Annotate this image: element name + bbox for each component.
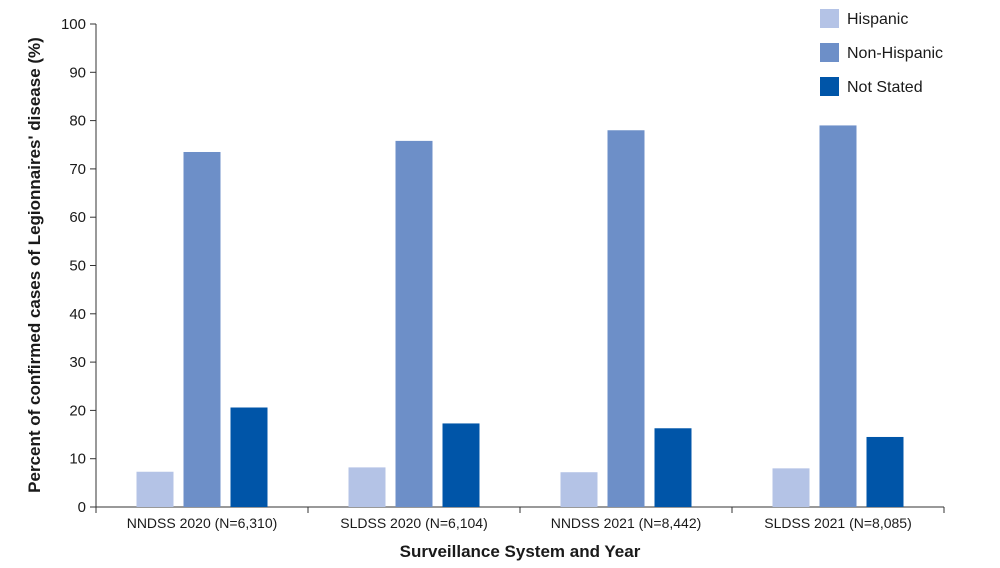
y-tick-label: 40 [69,306,86,323]
bar-hispanic-4 [772,468,810,507]
bar-non-hispanic-4 [819,125,857,508]
y-tick-label: 70 [69,161,86,178]
category-labels: NNDSS 2020 (N=6,310) SLDSS 2020 (N=6,104)… [127,515,912,531]
x-axis-title: Surveillance System and Year [400,542,641,561]
legend-swatch [820,77,839,96]
bar-not-stated-3 [654,428,692,507]
x-category-label: SLDSS 2021 (N=8,085) [764,515,911,531]
y-tick-label: 100 [61,16,86,33]
legend-label: Not Stated [847,79,923,96]
bar-hispanic-1 [136,471,174,507]
x-category-label: NNDSS 2020 (N=6,310) [127,515,278,531]
y-tick-label: 90 [69,64,86,81]
y-tick-label: 0 [78,499,86,516]
y-axis: 0 10 20 30 40 50 60 70 80 90 100 [61,16,97,516]
legend-label: Non-Hispanic [847,45,943,62]
bar-not-stated-2 [442,423,480,507]
y-tick-label: 30 [69,354,86,371]
x-category-label: SLDSS 2020 (N=6,104) [340,515,487,531]
legend-swatch [820,9,839,28]
bar-hispanic-2 [348,467,386,507]
y-tick-label: 10 [69,451,86,468]
y-tick-label: 20 [69,402,86,419]
y-axis-title: Percent of confirmed cases of Legionnair… [25,37,44,493]
bar-non-hispanic-2 [395,140,433,508]
bar-hispanic-3 [560,472,598,507]
legend: Hispanic Non-Hispanic Not Stated [820,9,943,96]
bar-not-stated-1 [230,407,268,507]
y-tick-label: 50 [69,258,86,275]
legend-label: Hispanic [847,11,908,28]
bar-non-hispanic-1 [183,151,221,507]
bar-non-hispanic-3 [607,130,645,507]
bar-not-stated-4 [866,436,904,507]
x-axis [95,506,945,513]
y-tick-label: 80 [69,113,86,130]
x-category-label: NNDSS 2021 (N=8,442) [551,515,702,531]
y-tick-label: 60 [69,209,86,226]
legend-swatch [820,43,839,62]
bars [136,125,904,508]
